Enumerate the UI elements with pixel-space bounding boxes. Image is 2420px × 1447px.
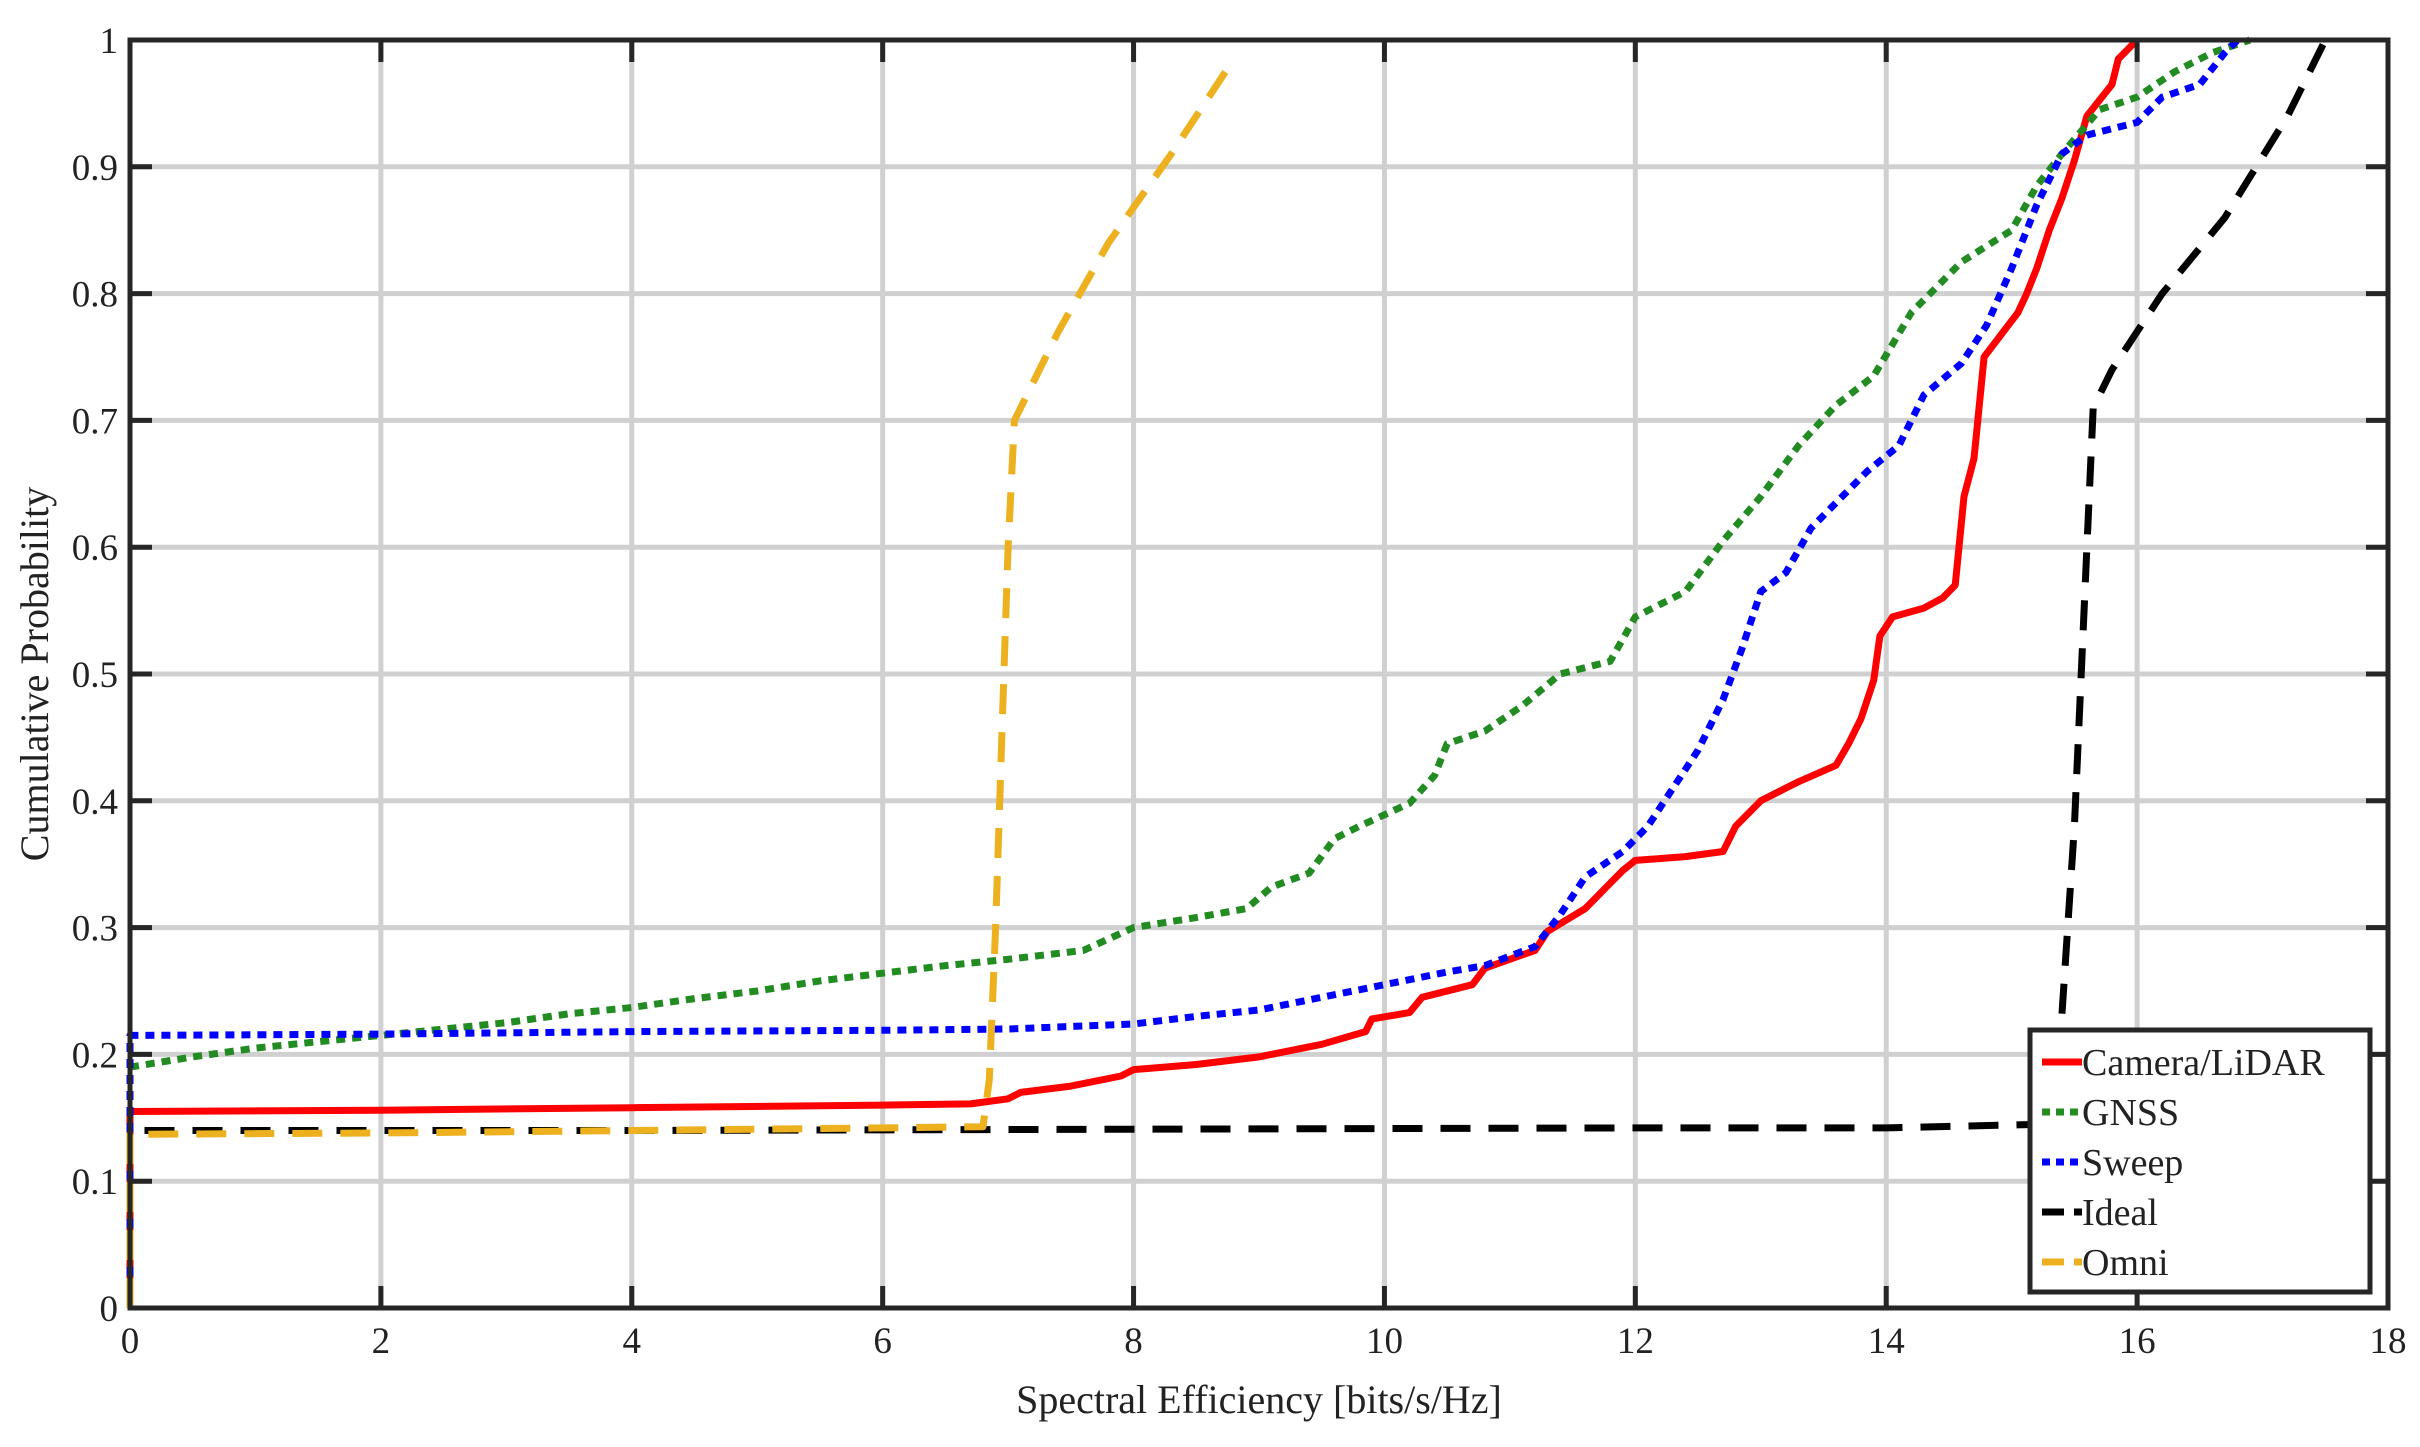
series-line-camera-lidar bbox=[126, 37, 2140, 1308]
x-tick-label: 18 bbox=[2370, 1321, 2407, 1362]
y-tick-label: 0.6 bbox=[72, 528, 118, 569]
x-tick-label: 12 bbox=[1617, 1321, 1654, 1362]
y-tick-label: 0.2 bbox=[72, 1035, 118, 1076]
x-tick-label: 0 bbox=[121, 1321, 140, 1362]
y-tick-label: 1 bbox=[100, 21, 119, 62]
x-tick-label: 10 bbox=[1366, 1321, 1403, 1362]
y-tick-label: 0.8 bbox=[72, 275, 118, 316]
legend: Camera/LiDAR GNSS Sweep Ideal Omni bbox=[2027, 1027, 2373, 1295]
series-lines bbox=[126, 36, 2329, 1308]
x-tick-label: 8 bbox=[1124, 1321, 1143, 1362]
x-tick-label: 2 bbox=[372, 1321, 391, 1362]
y-tick-label: 0.3 bbox=[72, 909, 118, 950]
x-tick-label: 4 bbox=[623, 1321, 642, 1362]
axis-ticks: 0 2 4 6 8 10 12 14 16 18 0 0.1 0.2 0.3 0.4 0.5 0.6 0.7 0.8… bbox=[72, 21, 2407, 1362]
legend-label: Omni bbox=[2082, 1242, 2169, 1284]
legend-box bbox=[2027, 1027, 2373, 1295]
y-tick-label: 0.5 bbox=[72, 655, 118, 696]
series-line-sweep bbox=[126, 37, 2240, 1308]
legend-label: GNSS bbox=[2082, 1092, 2179, 1134]
x-tick-label: 6 bbox=[873, 1321, 892, 1362]
x-tick-label: 16 bbox=[2119, 1321, 2156, 1362]
y-axis-label: Cumulative Probability bbox=[12, 487, 57, 861]
series-line-gnss bbox=[129, 36, 2252, 1071]
y-tick-label: 0.4 bbox=[72, 782, 118, 823]
y-tick-label: 0.7 bbox=[72, 401, 118, 442]
y-tick-label: 0 bbox=[100, 1289, 119, 1330]
y-tick-label: 0.1 bbox=[72, 1162, 118, 1203]
y-tick-label: 0.9 bbox=[72, 148, 118, 189]
x-axis-label: Spectral Efficiency [bits/s/Hz] bbox=[1016, 1377, 1502, 1422]
x-tick-label: 14 bbox=[1868, 1321, 1905, 1362]
series-line-omni bbox=[126, 57, 1237, 1308]
legend-label: Sweep bbox=[2082, 1142, 2183, 1184]
legend-label: Camera/LiDAR bbox=[2082, 1042, 2325, 1084]
legend-label: Ideal bbox=[2082, 1192, 2158, 1234]
